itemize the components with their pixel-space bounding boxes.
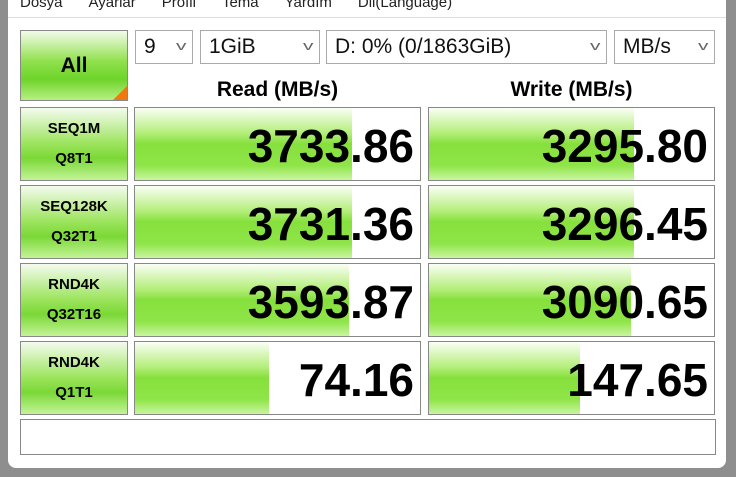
test-params: Q32T16 (46, 306, 102, 323)
write-value: 3296.45 (541, 198, 708, 250)
menu-theme[interactable]: Tema (221, 0, 259, 11)
test-button[interactable]: SEQ128K Q32T1 (20, 185, 128, 259)
menu-file[interactable]: Dosya (20, 0, 63, 11)
read-bar (135, 108, 352, 180)
test-params: Q32T1 (51, 228, 97, 245)
menu-settings[interactable]: Ayarlar (88, 0, 136, 11)
test-params: Q8T1 (55, 150, 93, 167)
read-value: 3733.86 (247, 120, 414, 172)
count-value: 9 (144, 35, 156, 58)
drive-select[interactable]: D: 0% (0/1863GiB) v (326, 30, 607, 64)
write-value: 147.65 (567, 354, 708, 406)
size-select[interactable]: 1GiB v (200, 30, 320, 64)
write-result: 3295.80 (428, 107, 715, 181)
chevron-down-icon: v (175, 38, 186, 53)
write-result: 147.65 (428, 341, 715, 415)
menu-language[interactable]: Dil(Language) (357, 0, 453, 11)
read-value: 3593.87 (247, 276, 414, 328)
write-bar (429, 342, 581, 414)
drive-value: D: 0% (0/1863GiB) (335, 35, 512, 58)
test-button[interactable]: RND4K Q1T1 (20, 341, 128, 415)
test-name: RND4K (48, 276, 100, 293)
read-value: 74.16 (298, 354, 414, 406)
test-name: SEQ128K (40, 198, 108, 215)
all-button[interactable]: All (20, 30, 128, 101)
menu-help[interactable]: Yardım (284, 0, 332, 11)
test-params: Q1T1 (55, 384, 93, 401)
menu-profile[interactable]: Profil (161, 0, 196, 11)
test-button[interactable]: SEQ1M Q8T1 (20, 107, 128, 181)
read-header: Read (MB/s) (216, 78, 339, 101)
read-bar (135, 342, 269, 414)
chevron-down-icon: v (697, 38, 708, 53)
corner-indicator-icon (113, 86, 127, 100)
read-bar (135, 186, 352, 258)
write-bar (429, 186, 635, 258)
chevron-down-icon: v (302, 38, 313, 53)
test-name: RND4K (48, 354, 100, 371)
read-result: 3593.87 (134, 263, 421, 337)
chevron-down-icon: v (589, 38, 600, 53)
menu-divider (8, 17, 726, 18)
read-bar (135, 264, 349, 336)
all-label: All (60, 53, 88, 77)
test-name: SEQ1M (47, 120, 101, 137)
write-result: 3090.65 (428, 263, 715, 337)
read-value: 3731.36 (247, 198, 414, 250)
read-result: 3733.86 (134, 107, 421, 181)
write-value: 3090.65 (541, 276, 708, 328)
read-result: 74.16 (134, 341, 421, 415)
status-bar (20, 419, 716, 455)
read-result: 3731.36 (134, 185, 421, 259)
write-header: Write (MB/s) (510, 78, 633, 101)
unit-select[interactable]: MB/s v (614, 30, 715, 64)
test-button[interactable]: RND4K Q32T16 (20, 263, 128, 337)
menu-bar: Dosya Ayarlar Profil Tema Yardım Dil(Lan… (20, 0, 452, 11)
write-result: 3296.45 (428, 185, 715, 259)
unit-value: MB/s (623, 35, 671, 58)
write-bar (429, 264, 632, 336)
size-value: 1GiB (209, 35, 256, 58)
write-bar (429, 108, 635, 180)
write-value: 3295.80 (541, 120, 708, 172)
